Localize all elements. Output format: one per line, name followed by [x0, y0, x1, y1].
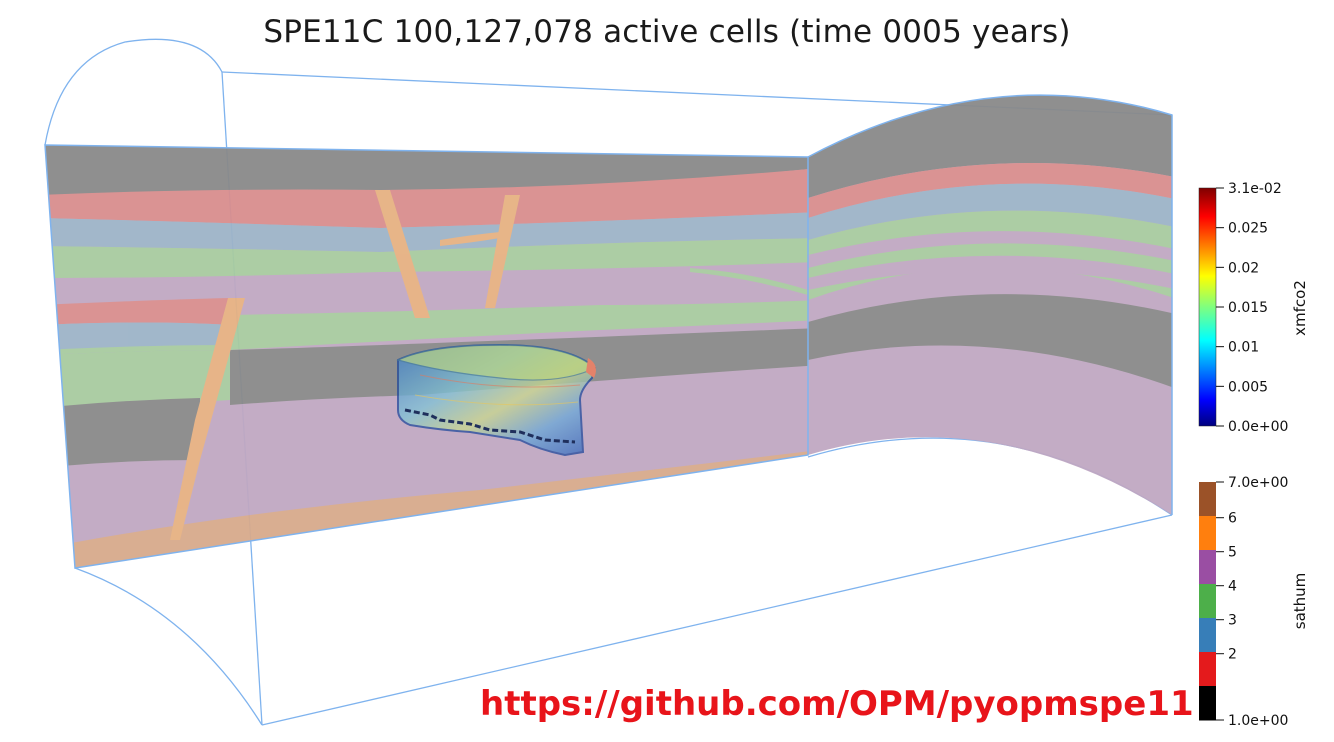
sathum-tick: 6 [1228, 511, 1237, 527]
xmfco2-tick: 0.015 [1228, 300, 1268, 316]
sathum-tick: 1.0e+00 [1228, 713, 1288, 729]
xmfco2-tick: 0.01 [1228, 340, 1259, 356]
sathum-color-block [1199, 652, 1216, 687]
sathum-colorbar: 7.0e+00 6 5 4 3 2 1.0e+00 sathum [1199, 475, 1309, 729]
sathum-color-block [1199, 516, 1216, 551]
sathum-color-block [1199, 482, 1216, 517]
co2-plume [396, 343, 597, 457]
xmfco2-tick: 0.02 [1228, 260, 1259, 276]
front-face-outline [44, 144, 809, 569]
sathum-tick: 3 [1228, 613, 1237, 629]
sathum-tick: 7.0e+00 [1228, 475, 1288, 491]
sathum-color-block [1199, 550, 1216, 585]
side-slice [808, 95, 1172, 515]
sathum-tick: 4 [1228, 579, 1237, 595]
repository-link[interactable]: https://github.com/OPM/pyopmspe11 [480, 684, 1194, 724]
xmfco2-tick: 0.005 [1228, 379, 1268, 395]
page-title: SPE11C 100,127,078 active cells (time 00… [263, 14, 1071, 50]
sathum-tick: 5 [1228, 545, 1237, 561]
xmfco2-tick: 0.0e+00 [1228, 419, 1288, 435]
side-face-outline [807, 94, 1173, 515]
sathum-tick: 2 [1228, 647, 1237, 663]
sathum-color-block [1199, 686, 1216, 721]
sathum-label: sathum [1291, 573, 1309, 630]
xmfco2-tick: 0.025 [1228, 221, 1268, 237]
sathum-color-block [1199, 618, 1216, 653]
sathum-color-block [1199, 584, 1216, 619]
xmfco2-tick: 3.1e-02 [1228, 181, 1282, 197]
xmfco2-label: xmfco2 [1291, 280, 1309, 336]
xmfco2-colorbar: 3.1e-02 0.025 0.02 0.015 0.01 0.005 0.0e+00 xm… [1198, 181, 1309, 435]
